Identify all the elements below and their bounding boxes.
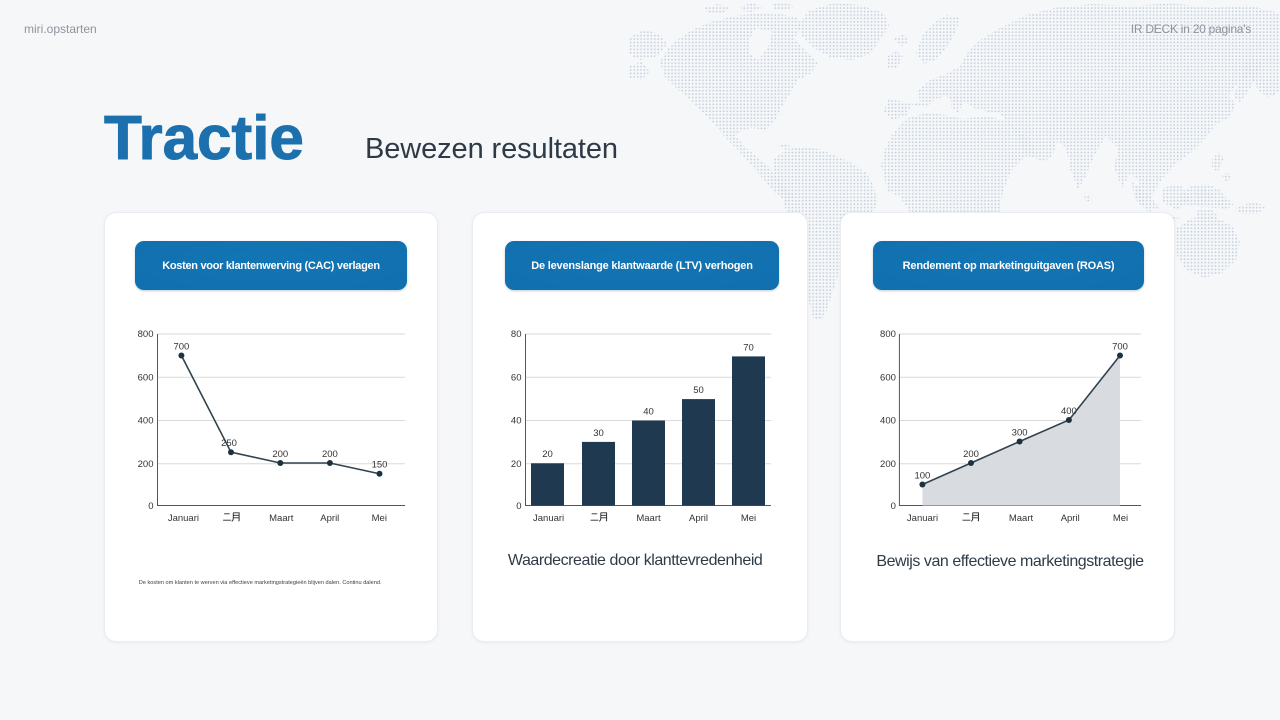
svg-text:Maart: Maart bbox=[269, 513, 294, 524]
svg-text:Mei: Mei bbox=[1113, 513, 1128, 524]
svg-text:Januari: Januari bbox=[168, 513, 199, 524]
svg-text:300: 300 bbox=[1012, 428, 1028, 439]
svg-text:400: 400 bbox=[1061, 406, 1077, 417]
svg-text:400: 400 bbox=[138, 416, 154, 427]
svg-text:200: 200 bbox=[138, 459, 154, 470]
svg-text:20: 20 bbox=[542, 449, 553, 460]
svg-text:0: 0 bbox=[516, 501, 521, 512]
svg-text:Mei: Mei bbox=[741, 513, 756, 524]
svg-text:0: 0 bbox=[891, 501, 896, 512]
svg-text:700: 700 bbox=[1112, 342, 1128, 353]
svg-text:Mei: Mei bbox=[372, 513, 387, 524]
svg-text:30: 30 bbox=[593, 428, 604, 439]
svg-text:100: 100 bbox=[914, 471, 930, 482]
svg-text:April: April bbox=[1061, 513, 1080, 524]
svg-text:80: 80 bbox=[511, 329, 522, 340]
svg-text:60: 60 bbox=[511, 372, 522, 383]
svg-text:40: 40 bbox=[511, 416, 522, 427]
svg-text:800: 800 bbox=[138, 329, 154, 340]
svg-text:700: 700 bbox=[173, 342, 189, 353]
svg-text:April: April bbox=[320, 513, 339, 524]
svg-text:250: 250 bbox=[221, 438, 237, 449]
svg-text:150: 150 bbox=[372, 460, 388, 471]
svg-text:200: 200 bbox=[272, 449, 288, 460]
svg-text:Januari: Januari bbox=[533, 513, 564, 524]
svg-text:400: 400 bbox=[880, 416, 896, 427]
svg-text:April: April bbox=[689, 513, 708, 524]
svg-text:200: 200 bbox=[963, 449, 979, 460]
svg-text:600: 600 bbox=[138, 372, 154, 383]
svg-text:40: 40 bbox=[643, 407, 654, 418]
svg-text:20: 20 bbox=[511, 459, 522, 470]
svg-text:Maart: Maart bbox=[1009, 513, 1034, 524]
svg-text:600: 600 bbox=[880, 372, 896, 383]
svg-text:200: 200 bbox=[880, 459, 896, 470]
svg-text:800: 800 bbox=[880, 329, 896, 340]
svg-text:0: 0 bbox=[148, 501, 153, 512]
svg-text:200: 200 bbox=[322, 449, 338, 460]
svg-text:70: 70 bbox=[743, 342, 754, 353]
svg-text:Januari: Januari bbox=[907, 513, 938, 524]
svg-text:50: 50 bbox=[693, 385, 704, 396]
svg-text:Maart: Maart bbox=[636, 513, 661, 524]
